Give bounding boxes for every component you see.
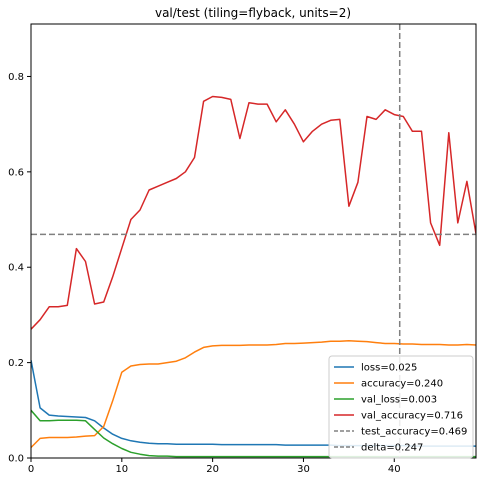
legend: loss=0.025 accuracy=0.240 val_loss=0.003va… <box>328 355 474 459</box>
legend-label: loss=0.025 <box>361 363 417 374</box>
y-tick-label: 0.8 <box>8 72 24 83</box>
legend-box <box>328 355 474 459</box>
x-tick-label: 0 <box>28 464 34 475</box>
x-tick-label: 20 <box>206 464 219 475</box>
legend-label: accuracy=0.240 <box>361 379 443 390</box>
y-tick-label: 0.6 <box>8 167 24 178</box>
x-tick-label: 40 <box>388 464 401 475</box>
chart-title: val/test (tiling=flyback, units=2) <box>155 6 351 20</box>
y-tick-label: 0.4 <box>8 263 24 274</box>
x-tick-label: 30 <box>297 464 310 475</box>
legend-label: test_accuracy=0.469 <box>361 427 467 438</box>
y-tick-label: 0.2 <box>8 358 24 369</box>
x-tick-label: 10 <box>115 464 128 475</box>
y-tick-label: 0.0 <box>8 454 24 465</box>
legend-label: delta=0.247 <box>361 443 423 454</box>
plot-frame <box>30 23 477 459</box>
series-line-accuracy <box>31 339 476 449</box>
legend-label: val_accuracy=0.716 <box>361 411 463 422</box>
series-line-val-accuracy <box>31 95 476 330</box>
legend-label: val_loss=0.003 <box>361 395 437 406</box>
